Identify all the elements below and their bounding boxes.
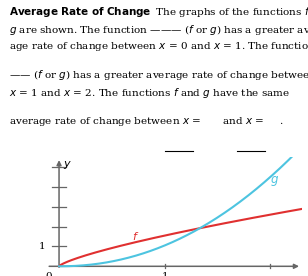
Text: 1: 1 xyxy=(161,272,168,276)
Text: $f$: $f$ xyxy=(132,230,139,242)
Text: $g$: $g$ xyxy=(270,174,279,188)
Text: $\mathbf{Average\ Rate\ of\ Change}$$\;\;$The graphs of the functions $f$ and
$g: $\mathbf{Average\ Rate\ of\ Change}$$\;\… xyxy=(9,5,308,128)
Text: 1: 1 xyxy=(39,242,45,251)
Text: $y$: $y$ xyxy=(63,159,72,171)
Text: 0: 0 xyxy=(45,272,52,276)
